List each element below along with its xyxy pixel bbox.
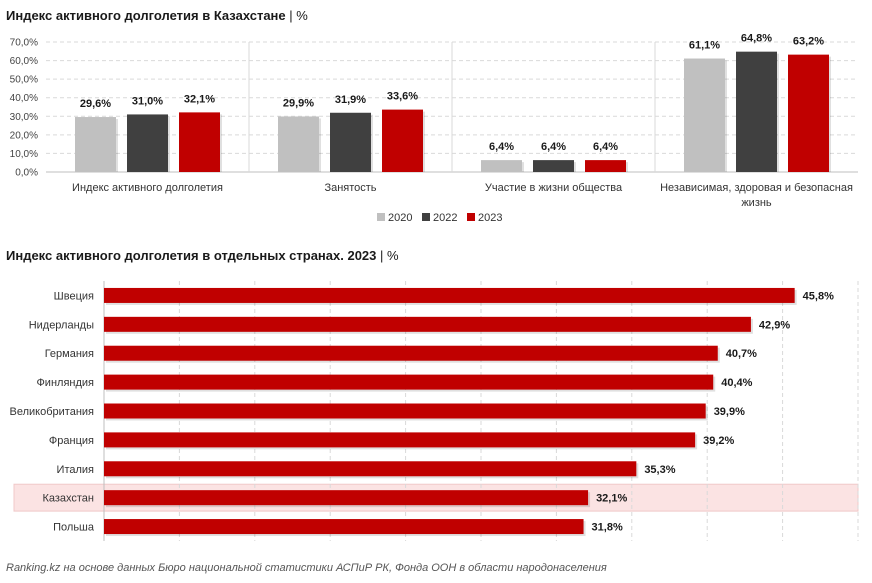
- country-bar: [104, 374, 714, 390]
- country-label: Италия: [57, 464, 95, 476]
- data-label: 33,6%: [387, 91, 418, 103]
- country-label: Польша: [53, 522, 95, 534]
- kazakhstan-index-chart: 0,0% 10,0% 20,0% 30,0% 40,0% 50,0% 60,0% 70,0% 2…: [10, 33, 858, 224]
- chart2-title: Индекс активного долголетия в отдельных …: [6, 248, 399, 263]
- chart1-title-separator: |: [289, 8, 293, 23]
- y-tick-label: 0,0%: [15, 168, 38, 179]
- data-label: 29,9%: [283, 97, 314, 109]
- bar-2023: [788, 54, 829, 172]
- data-label: 29,6%: [80, 98, 111, 110]
- country-bar: [104, 461, 637, 477]
- legend-label: 2020: [388, 212, 412, 224]
- country-bar: [104, 403, 706, 419]
- bar-2022: [127, 114, 168, 172]
- data-label: 40,7%: [726, 348, 757, 360]
- country-bar: [104, 490, 589, 506]
- y-tick-label: 20,0%: [10, 130, 38, 141]
- bar-2020: [75, 117, 116, 172]
- country-label: Швеция: [54, 290, 94, 302]
- data-label: 6,4%: [593, 141, 618, 153]
- category-label: Занятость: [324, 182, 376, 194]
- data-label: 39,9%: [714, 406, 745, 418]
- chart1-title-text: Индекс активного долголетия в Казахстане: [6, 8, 286, 23]
- y-tick-label: 70,0%: [10, 38, 38, 49]
- country-bar: [104, 287, 795, 303]
- legend-label: 2022: [433, 212, 457, 224]
- country-label: Франция: [49, 435, 94, 447]
- chart2-title-text: Индекс активного долголетия в отдельных …: [6, 248, 377, 263]
- legend-label: 2023: [478, 212, 502, 224]
- bar-2022: [330, 112, 371, 172]
- country-label: Финляндия: [36, 377, 94, 389]
- bar-2023: [179, 112, 220, 172]
- category-label: жизнь: [741, 197, 772, 209]
- data-label: 39,2%: [703, 435, 734, 447]
- data-label: 40,4%: [721, 377, 752, 389]
- bar-2020: [481, 160, 522, 172]
- legend-swatch-2022: [422, 213, 430, 221]
- data-label: 61,1%: [689, 40, 720, 52]
- legend-swatch-2020: [377, 213, 385, 221]
- bar-2022: [736, 51, 777, 172]
- bar-2023: [585, 160, 626, 172]
- country-label: Великобритания: [10, 406, 95, 418]
- bar-2023: [382, 109, 423, 172]
- country-label: Нидерланды: [29, 319, 94, 331]
- y-tick-label: 50,0%: [10, 75, 38, 86]
- bar-2020: [684, 58, 725, 172]
- legend-swatch-2023: [467, 213, 475, 221]
- data-label: 45,8%: [803, 290, 834, 302]
- country-bar: [104, 345, 718, 361]
- data-label: 6,4%: [489, 141, 514, 153]
- data-label: 31,8%: [592, 522, 623, 534]
- y-tick-label: 30,0%: [10, 112, 38, 123]
- country-bar: [104, 316, 751, 332]
- country-bar: [104, 519, 584, 535]
- data-label: 42,9%: [759, 319, 790, 331]
- category-label: Участие в жизни общества: [485, 182, 623, 194]
- chart1-title-unit: %: [296, 8, 308, 23]
- country-label: Казахстан: [42, 493, 94, 505]
- data-label: 63,2%: [793, 36, 824, 48]
- data-label: 64,8%: [741, 33, 772, 45]
- data-label: 32,1%: [184, 93, 215, 105]
- bar-2020: [278, 116, 319, 172]
- source-note: Ranking.kz на основе данных Бюро национа…: [6, 562, 607, 574]
- y-tick-label: 10,0%: [10, 149, 38, 160]
- data-label: 31,9%: [335, 94, 366, 106]
- country-bar: [104, 432, 696, 448]
- country-label: Германия: [45, 348, 94, 360]
- chart1-title: Индекс активного долголетия в Казахстане…: [6, 8, 308, 23]
- category-label: Индекс активного долголетия: [72, 182, 223, 194]
- y-tick-label: 40,0%: [10, 93, 38, 104]
- data-label: 32,1%: [596, 493, 627, 505]
- category-label: Независимая, здоровая и безопасная: [660, 182, 853, 194]
- chart2-title-unit: %: [387, 248, 399, 263]
- y-tick-label: 60,0%: [10, 56, 38, 67]
- chart2-title-separator: |: [380, 248, 384, 263]
- data-label: 35,3%: [644, 464, 675, 476]
- data-label: 6,4%: [541, 141, 566, 153]
- bar-2022: [533, 160, 574, 172]
- data-label: 31,0%: [132, 95, 163, 107]
